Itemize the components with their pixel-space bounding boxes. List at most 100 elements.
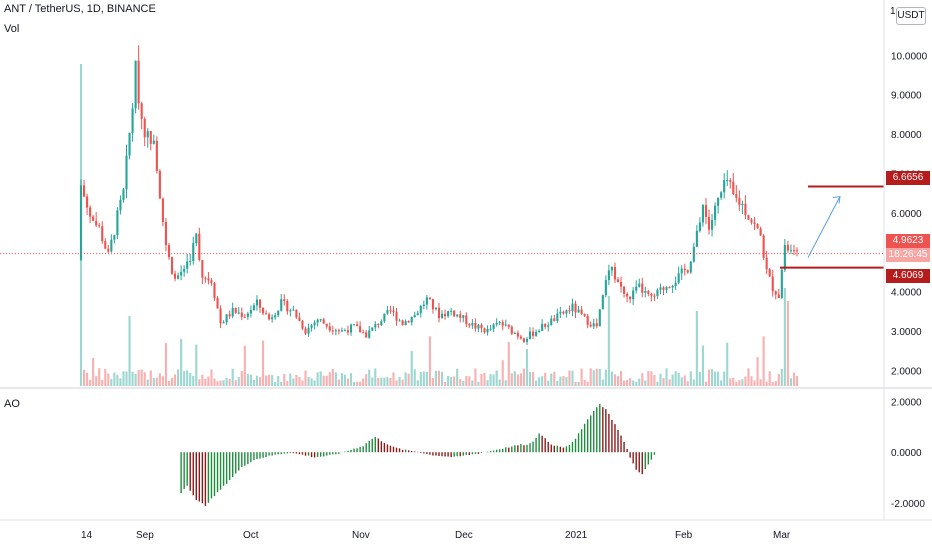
candle-body: [604, 280, 607, 296]
candle: [249, 305, 252, 318]
candle: [265, 310, 268, 315]
volume-bar: [295, 375, 298, 386]
volume-bar: [665, 368, 668, 386]
candle: [653, 293, 656, 302]
candle-body: [486, 328, 489, 333]
volume-bar: [619, 370, 623, 386]
candle: [471, 318, 474, 329]
candle-body: [553, 318, 556, 321]
volume-bar: [346, 378, 350, 386]
volume-bar: [456, 368, 459, 386]
candle: [538, 329, 541, 333]
candle: [189, 253, 192, 266]
candle-body: [580, 309, 583, 314]
candle-body: [401, 320, 404, 325]
candle-body: [134, 60, 137, 109]
candle-body: [783, 244, 786, 270]
candle: [395, 307, 398, 326]
candle: [641, 277, 644, 298]
candle: [352, 323, 356, 326]
candle-body: [82, 185, 86, 197]
candle-body: [440, 313, 444, 319]
candle: [374, 321, 377, 332]
candle: [268, 312, 271, 321]
volume-bar: [528, 372, 532, 386]
volume-bar: [328, 372, 331, 386]
candle: [437, 302, 441, 323]
volume-bar: [374, 368, 377, 386]
volume-bar: [143, 372, 146, 386]
bar-countdown-label: 18:26:45: [886, 248, 930, 262]
volume-bar: [756, 357, 759, 386]
volume-bar: [280, 381, 283, 386]
candle: [416, 310, 419, 316]
volume-bar: [416, 380, 419, 386]
candle: [392, 306, 395, 317]
candle-body: [623, 286, 626, 294]
candle: [304, 326, 307, 336]
volume-bar: [116, 375, 119, 386]
candle-body: [189, 260, 192, 262]
volume-bar: [249, 374, 252, 386]
candle-body: [392, 310, 395, 313]
candle-body: [786, 244, 789, 251]
candle-body: [310, 325, 313, 328]
candle: [492, 322, 495, 333]
volume-bar: [177, 369, 180, 386]
volume-bar: [626, 379, 629, 386]
candle: [252, 303, 255, 311]
candle-body: [507, 324, 510, 327]
candle: [431, 298, 434, 314]
candle: [101, 221, 104, 244]
candle: [623, 285, 626, 298]
volume-bar: [777, 373, 780, 386]
candle-body: [626, 293, 629, 297]
candle: [456, 314, 459, 318]
currency-button[interactable]: USDT: [896, 7, 926, 25]
candle-body: [377, 324, 380, 326]
candle-body: [334, 330, 337, 332]
volume-bar: [301, 380, 304, 386]
candle-body: [462, 315, 465, 318]
candle-body: [750, 219, 753, 223]
candle-body: [137, 60, 140, 104]
candle: [440, 310, 444, 319]
candle: [131, 103, 134, 142]
volume-bar: [261, 340, 265, 386]
candle-body: [371, 327, 374, 331]
candle: [413, 311, 416, 318]
candle: [222, 320, 225, 324]
volume-bar: [474, 368, 477, 386]
volume-bar: [134, 373, 137, 386]
candle-body: [419, 305, 422, 314]
candle-body: [774, 291, 777, 295]
candle: [368, 326, 371, 339]
time-tick-label: Mar: [773, 530, 791, 541]
candle: [410, 316, 413, 326]
candle-body: [450, 310, 453, 312]
volume-bar: [180, 338, 183, 386]
volume-bar: [668, 379, 671, 386]
candle: [735, 185, 738, 203]
candle: [692, 242, 695, 263]
volume-bar: [559, 376, 562, 386]
candle: [786, 240, 789, 253]
candle-body: [635, 286, 638, 291]
candle-body: [222, 322, 225, 324]
candle: [325, 323, 328, 329]
candle: [349, 323, 353, 336]
candle-body: [453, 310, 456, 317]
candle-body: [79, 185, 83, 260]
volume-bar: [717, 371, 720, 386]
target-price-label: 6.6656: [886, 171, 930, 185]
candle-body: [710, 219, 714, 230]
volume-bar: [607, 296, 610, 386]
candle-body: [322, 319, 325, 324]
volume-bar: [183, 370, 186, 386]
volume-bar: [468, 376, 471, 386]
candle: [240, 307, 243, 321]
volume-bar: [428, 336, 431, 386]
candle-body: [125, 155, 128, 190]
candle: [228, 310, 231, 319]
volume-bar: [747, 368, 750, 386]
